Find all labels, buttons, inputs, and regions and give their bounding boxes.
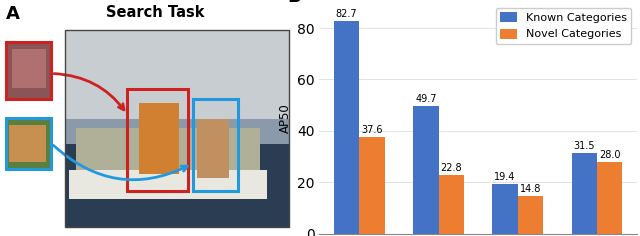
- Bar: [492, 184, 518, 234]
- Bar: [6, 118, 51, 169]
- Bar: [572, 153, 597, 234]
- Bar: [197, 118, 228, 177]
- Legend: Known Categories, Novel Categories: Known Categories, Novel Categories: [496, 8, 631, 44]
- Text: B: B: [288, 0, 301, 6]
- Bar: [139, 103, 179, 174]
- Y-axis label: AP50: AP50: [278, 103, 291, 133]
- Text: 28.0: 28.0: [599, 150, 620, 160]
- Bar: [76, 128, 260, 172]
- Bar: [413, 106, 438, 234]
- Bar: [334, 21, 359, 234]
- Text: 22.8: 22.8: [440, 163, 462, 173]
- Bar: [9, 125, 45, 162]
- Bar: [127, 89, 188, 191]
- Text: 19.4: 19.4: [495, 172, 516, 182]
- Bar: [69, 170, 267, 199]
- Bar: [359, 137, 385, 234]
- Text: 31.5: 31.5: [573, 141, 595, 151]
- Text: 37.6: 37.6: [361, 125, 383, 135]
- Bar: [193, 99, 237, 191]
- Bar: [12, 49, 45, 88]
- Bar: [65, 30, 289, 227]
- Bar: [518, 196, 543, 234]
- Text: 49.7: 49.7: [415, 94, 436, 104]
- Text: A: A: [6, 5, 20, 23]
- Bar: [65, 30, 289, 118]
- Text: 14.8: 14.8: [520, 184, 541, 194]
- Bar: [6, 42, 51, 100]
- Text: Search Task: Search Task: [106, 5, 204, 20]
- Text: 82.7: 82.7: [336, 9, 357, 19]
- Bar: [438, 175, 464, 234]
- Bar: [65, 30, 289, 144]
- Bar: [597, 162, 622, 234]
- Bar: [65, 144, 289, 227]
